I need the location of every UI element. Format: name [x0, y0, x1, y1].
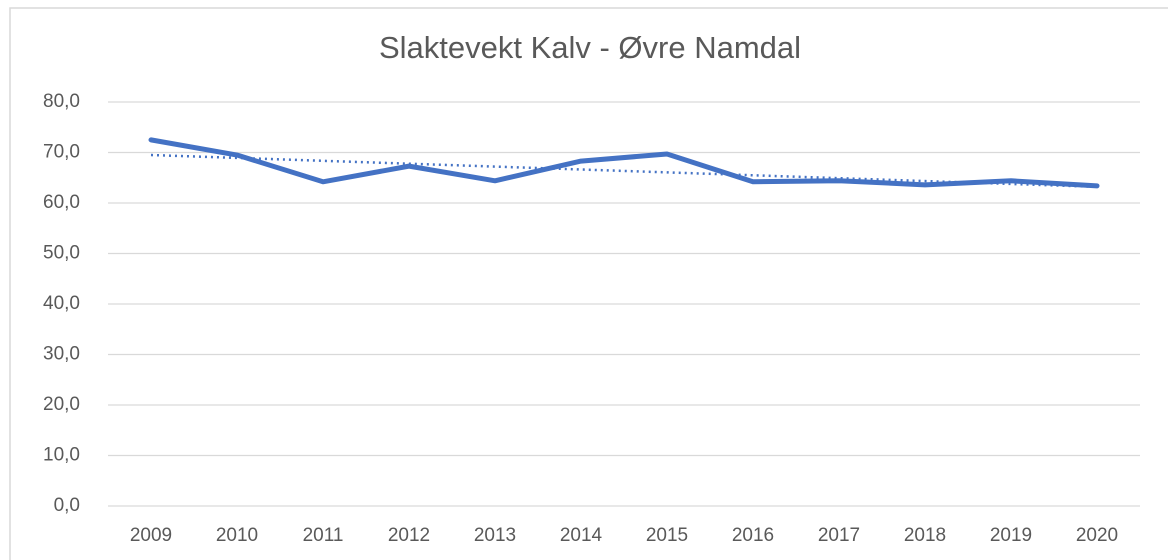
y-tick-label: 10,0 — [43, 445, 80, 466]
y-tick-label: 70,0 — [43, 142, 80, 163]
x-tick-label: 2018 — [904, 525, 946, 546]
x-tick-label: 2015 — [646, 525, 688, 546]
data-line — [148, 137, 1100, 189]
y-tick-label: 50,0 — [43, 243, 80, 264]
x-tick-label: 2010 — [216, 525, 258, 546]
y-tick-label: 80,0 — [43, 91, 80, 112]
chart-frame — [9, 7, 1168, 560]
x-tick-label: 2017 — [818, 525, 860, 546]
x-tick-label: 2012 — [388, 525, 430, 546]
y-tick-label: 20,0 — [43, 394, 80, 415]
chart-title: Slaktevekt Kalv - Øvre Namdal — [379, 30, 801, 65]
x-tick-label: 2016 — [732, 525, 774, 546]
x-tick-label: 2009 — [130, 525, 172, 546]
x-tick-label: 2014 — [560, 525, 603, 546]
trendline — [150, 153, 1098, 189]
y-tick-label: 30,0 — [43, 344, 80, 365]
x-tick-label: 2020 — [1076, 525, 1118, 546]
x-tick-label: 2013 — [474, 525, 516, 546]
y-tick-label: 0,0 — [54, 495, 80, 516]
x-tick-label: 2019 — [990, 525, 1032, 546]
y-tick-label: 40,0 — [43, 293, 80, 314]
x-tick-label: 2011 — [303, 525, 344, 546]
y-tick-label: 60,0 — [43, 192, 80, 213]
